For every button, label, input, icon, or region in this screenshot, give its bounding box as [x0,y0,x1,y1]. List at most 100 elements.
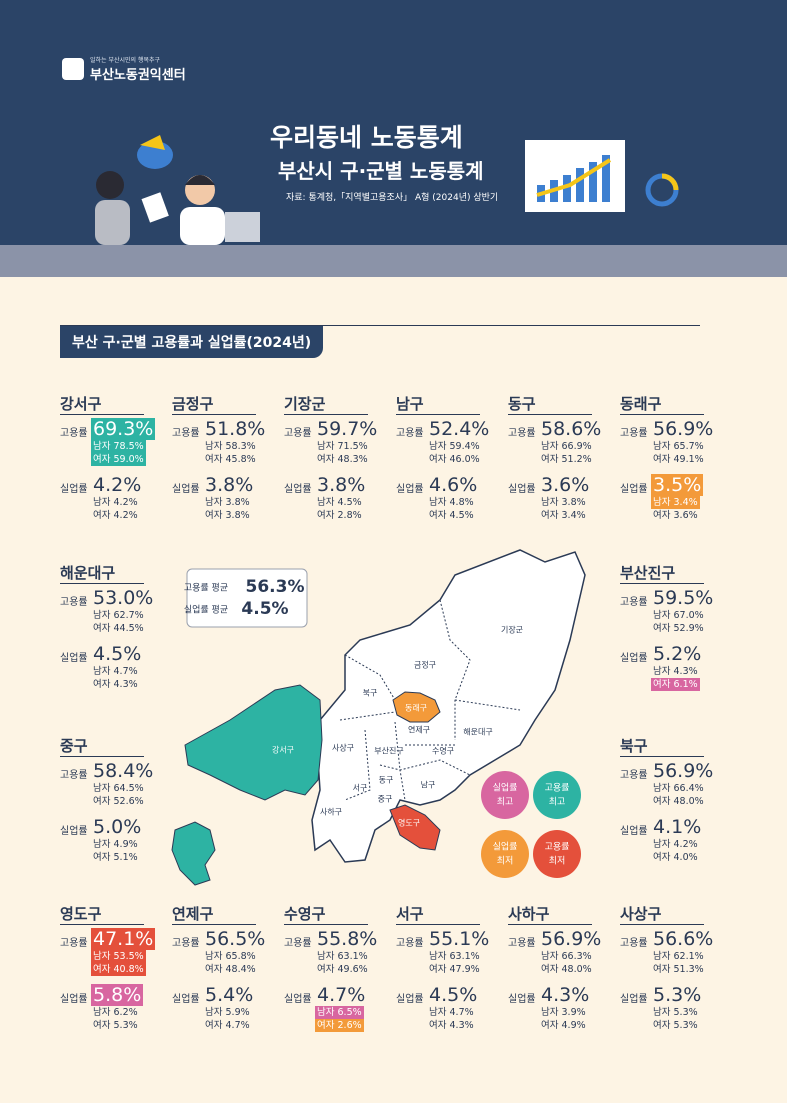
map-label: 사하구 [320,807,342,817]
stat-label: 실업률 [620,484,648,495]
stat-female: 여자 3.4% [541,510,586,521]
stat-male: 남자 4.9% [93,839,138,850]
district-block: 기장군 고용률 59.7% 남자 71.5% 여자 48.3% 실업률 3.8% 남자 4.5… [284,393,394,533]
stat-female: 여자 48.4% [205,964,256,975]
district-block: 북구 고용률 56.9% 남자 66.4% 여자 48.0% 실업률 4.1% 남자 4.2%… [620,735,730,875]
map-label: 사상구 [332,743,354,753]
map-label: 부산진구 [374,746,403,756]
stat-label: 실업률 [620,653,648,664]
stat-female: 여자 59.0% [91,453,146,466]
stat-female: 여자 4.3% [429,1020,474,1031]
district-block: 서구 고용률 55.1% 남자 63.1% 여자 47.9% 실업률 4.5% 남자 4.7%… [396,903,506,1043]
stat-value: 5.3% [653,984,702,1006]
stat-female: 여자 44.5% [93,623,144,634]
stat-female: 여자 3.6% [653,510,698,521]
district-name: 동구 [508,395,536,413]
stat-female: 여자 51.2% [541,454,592,465]
underline [620,924,704,925]
stat-label: 실업률 [508,994,536,1005]
map-label: 금정구 [414,660,436,670]
stat-female: 여자 5.3% [653,1020,698,1031]
icon [140,135,165,150]
district-name: 중구 [60,737,88,755]
section-title: 부산 구·군별 고용률과 실업률(2024년) [60,326,324,358]
underline [172,924,256,925]
underline [284,924,368,925]
district-name: 영도구 [60,905,102,923]
underline [396,924,480,925]
tablet [225,212,260,242]
title: 우리동네 노동통계 [270,123,463,152]
stat-label: 실업률 [396,994,424,1005]
stat-male: 남자 64.5% [93,783,144,794]
district-block: 연제구 고용률 56.5% 남자 65.8% 여자 48.4% 실업률 5.4% 남자 5.9… [172,903,282,1043]
stat-female: 여자 47.9% [429,964,480,975]
legend-label: 실업률 [493,783,518,794]
underline [60,924,144,925]
district-name: 부산진구 [620,564,676,582]
stat-label: 실업률 [60,826,88,837]
person [180,207,225,245]
stat-value: 56.9% [541,928,602,950]
stat-value: 3.8% [205,474,254,496]
map-label: 영도구 [398,818,420,828]
logo [62,58,84,80]
underline [396,414,480,415]
source: 자료: 통계청,「지역별고용조사」 A형 (2024년) 상반기 [286,193,499,203]
district-block: 사상구 고용률 56.6% 남자 62.1% 여자 51.3% 실업률 5.3% 남자 5.3… [620,903,730,1043]
legend-label: 고용률 [545,842,570,853]
legend-circle [533,830,581,878]
stat-label: 실업률 [284,994,312,1005]
stat-female: 여자 52.9% [653,623,704,634]
stat-female: 여자 4.5% [429,510,474,521]
stat-female: 여자 5.3% [93,1020,138,1031]
stat-male: 남자 6.2% [93,1007,138,1018]
stat-label: 고용률 [396,428,424,439]
district-block: 강서구 고용률 69.3% 남자 78.5% 여자 59.0% 실업률 4.2% 남자 4.2… [60,393,170,533]
map-label: 중구 [378,795,393,804]
stat-female: 여자 48.3% [317,454,368,465]
stat-male: 남자 62.1% [653,951,704,962]
underline [172,414,256,415]
underline [620,756,704,757]
underline [60,583,144,584]
district-name: 사상구 [620,905,662,923]
stat-female: 여자 4.0% [653,852,698,863]
stat-male: 남자 3.8% [205,497,250,508]
legend-label: 최저 [549,856,566,867]
average-unemployment-label: 실업률 평균 [184,605,228,616]
legend-label: 최저 [497,856,514,867]
stat-female: 여자 3.8% [205,510,250,521]
district-block: 부산진구 고용률 59.5% 남자 67.0% 여자 52.9% 실업률 5.2% 남자 4.… [620,562,730,702]
stat-male: 남자 4.3% [653,666,698,677]
stat-female: 여자 49.1% [653,454,704,465]
average-box [186,568,308,628]
stat-value: 5.0% [93,816,142,838]
underline [284,414,368,415]
stat-male: 남자 4.2% [653,839,698,850]
org-tagline: 일하는 부산시민의 행복추구 [90,57,161,64]
district-block: 해운대구 고용률 53.0% 남자 62.7% 여자 44.5% 실업률 4.5% 남자 4.… [60,562,170,702]
stat-label: 고용률 [60,597,88,608]
stat-male: 남자 4.5% [317,497,362,508]
legend-circle [481,830,529,878]
stat-female: 여자 46.0% [429,454,480,465]
district-name: 강서구 [60,395,102,413]
stat-label: 고용률 [60,938,88,949]
average-employment-label: 고용률 평균 [184,583,228,594]
stat-value: 51.8% [205,418,266,440]
district-name: 연제구 [172,905,214,923]
stat-value: 59.7% [317,418,378,440]
district-block: 금정구 고용률 51.8% 남자 58.3% 여자 45.8% 실업률 3.8% 남자 3.8… [172,393,282,533]
stat-value: 55.8% [317,928,378,950]
average-employment-value: 56.3% [246,577,305,597]
stat-male: 남자 65.8% [205,951,256,962]
underline [508,414,592,415]
district-name: 동래구 [620,395,662,413]
stat-label: 고용률 [620,597,648,608]
stat-value: 56.6% [653,928,714,950]
stat-female: 여자 48.0% [541,964,592,975]
stat-male: 남자 66.3% [541,951,592,962]
person [96,171,124,199]
